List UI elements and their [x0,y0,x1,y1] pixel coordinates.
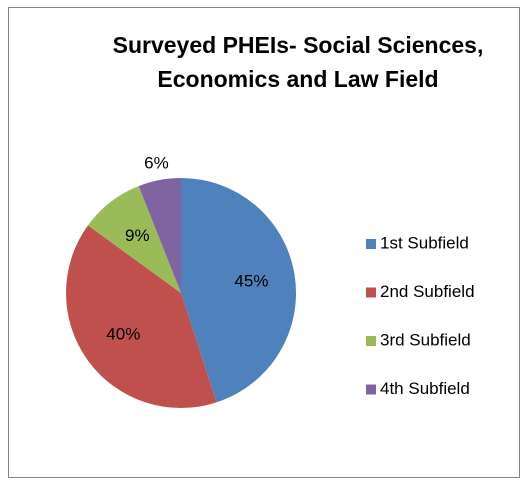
data-label: 6% [144,154,169,173]
pie-slice [138,178,181,293]
legend-swatch [366,336,376,346]
pie-slice [87,186,181,293]
data-label: 45% [234,271,268,290]
legend-label: 4th Subfield [380,379,470,398]
legend-swatch [366,239,376,249]
chart-title: Surveyed PHEIs- Social Sciences, Economi… [112,32,484,92]
data-label: 9% [125,226,150,245]
legend-label: 1st Subfield [380,233,469,252]
pie-slice [181,178,296,403]
data-label: 40% [106,324,140,343]
legend-swatch [366,384,376,395]
pie-slice [66,225,217,408]
legend-swatch [366,287,376,298]
legend-label: 3rd Subfield [380,330,471,349]
legend-label: 2nd Subfield [380,282,475,301]
